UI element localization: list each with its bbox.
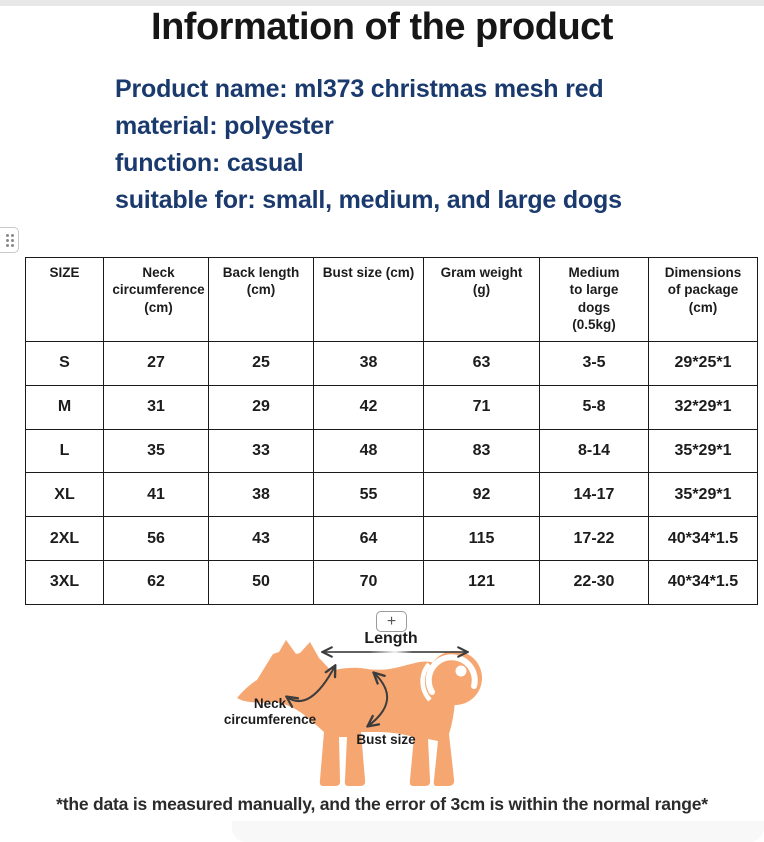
table-cell: 50 [208, 559, 314, 605]
header-bust-size: Bust size (cm) [313, 257, 424, 342]
table-cell: 32*29*1 [648, 384, 758, 430]
table-row-xl: XL 41 38 55 92 14-17 35*29*1 [25, 472, 758, 518]
product-info: Product name: ml373 christmas mesh red m… [115, 71, 735, 219]
size-row-label: L [25, 428, 104, 474]
table-cell: 40*34*1.5 [648, 559, 758, 605]
table-cell: 31 [103, 384, 209, 430]
material-line: material: polyester [115, 112, 334, 140]
table-cell: 63 [423, 341, 540, 386]
table-cell: 22-30 [539, 559, 649, 605]
table-row-3xl: 3XL 62 50 70 121 22-30 40*34*1.5 [25, 559, 758, 605]
table-cell: 42 [313, 384, 424, 430]
table-cell: 40*34*1.5 [648, 516, 758, 561]
table-cell: 41 [103, 472, 209, 518]
size-row-label: 2XL [25, 516, 104, 561]
table-cell: 56 [103, 516, 209, 561]
table-cell: 38 [313, 341, 424, 386]
table-cell: 64 [313, 516, 424, 561]
measurement-disclaimer: *the data is measured manually, and the … [56, 794, 708, 814]
table-cell: 71 [423, 384, 540, 430]
suitable-for-line: suitable for: small, medium, and large d… [115, 186, 622, 214]
table-cell: 35*29*1 [648, 472, 758, 518]
table-cell: 48 [313, 428, 424, 474]
table-cell: 35 [103, 428, 209, 474]
tail-gap [420, 662, 432, 702]
table-cell: 33 [208, 428, 314, 474]
size-row-label: XL [25, 472, 104, 518]
table-row-s: S 27 25 38 63 3-5 29*25*1 [25, 341, 758, 386]
header-package-dimensions: Dimensions of package (cm) [648, 257, 758, 342]
header-dog-weight: Medium to large dogs (0.5kg) [539, 257, 649, 342]
bust-arrow [368, 673, 389, 726]
drag-handle-button[interactable] [0, 227, 19, 253]
table-row-2xl: 2XL 56 43 64 115 17-22 40*34*1.5 [25, 516, 758, 561]
expand-button[interactable]: + [376, 611, 407, 632]
table-cell: 29*25*1 [648, 341, 758, 386]
header-back-length: Back length (cm) [208, 257, 314, 342]
dog-illustration [237, 640, 482, 786]
table-cell: 121 [423, 559, 540, 605]
table-cell: 29 [208, 384, 314, 430]
table-cell: 83 [423, 428, 540, 474]
grip-dots-icon [6, 233, 14, 247]
table-cell: 8-14 [539, 428, 649, 474]
table-cell: 17-22 [539, 516, 649, 561]
length-label: Length [364, 630, 418, 647]
table-cell: 38 [208, 472, 314, 518]
table-cell: 5-8 [539, 384, 649, 430]
tail-curl-dot [455, 665, 467, 677]
header-size: SIZE [25, 257, 104, 342]
header-row: SIZE Neck circumference (cm) Back length… [25, 257, 758, 342]
table-row-l: L 35 33 48 83 8-14 35*29*1 [25, 428, 758, 474]
header-neck-circumference: Neck circumference (cm) [103, 257, 209, 342]
table-cell: 14-17 [539, 472, 649, 518]
size-row-label: 3XL [25, 559, 104, 605]
table-cell: 25 [208, 341, 314, 386]
next-image-edge [232, 821, 764, 842]
size-chart-table: SIZE Neck circumference (cm) Back length… [25, 257, 758, 605]
size-row-label: M [25, 384, 104, 430]
table-cell: 70 [313, 559, 424, 605]
function-line: function: casual [115, 149, 304, 177]
size-row-label: S [25, 341, 104, 386]
table-cell: 55 [313, 472, 424, 518]
table-cell: 115 [423, 516, 540, 561]
table-cell: 62 [103, 559, 209, 605]
measurement-diagram: + [0, 600, 764, 795]
table-cell: 92 [423, 472, 540, 518]
table-cell: 43 [208, 516, 314, 561]
table-row-m: M 31 29 42 71 5-8 32*29*1 [25, 384, 758, 430]
table-cell: 3-5 [539, 341, 649, 386]
neck-arrow [287, 666, 335, 701]
top-divider [0, 0, 764, 6]
header-gram-weight: Gram weight (g) [423, 257, 540, 342]
bust-size-label: Bust size [356, 732, 416, 747]
product-name-line: Product name: ml373 christmas mesh red [115, 75, 604, 103]
table-cell: 27 [103, 341, 209, 386]
neck-circumference-label: Neck circumference [223, 696, 317, 727]
table-cell: 35*29*1 [648, 428, 758, 474]
page-title: Information of the product [151, 6, 613, 48]
